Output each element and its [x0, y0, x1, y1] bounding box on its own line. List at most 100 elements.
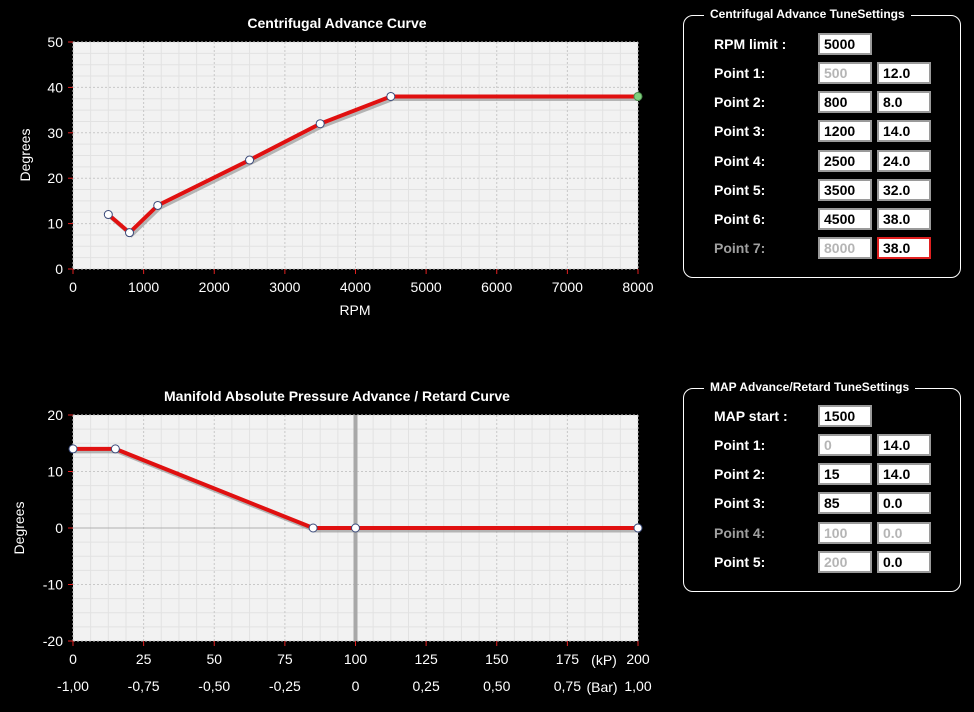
- curve-point-2: [110, 444, 120, 454]
- curve-point-7: [633, 91, 643, 101]
- x-tick-label-bar: -1,00: [57, 678, 89, 694]
- centrifugal-point-2-rpm-input[interactable]: 800: [818, 91, 872, 113]
- centrifugal-point-label: Point 5:: [714, 182, 766, 198]
- x-tick-label: 175: [556, 651, 580, 667]
- map-point-4-kp-input[interactable]: 100: [818, 522, 872, 544]
- y-tick-label: 20: [47, 407, 63, 423]
- x-tick-label-bar: 0: [352, 678, 360, 694]
- centrifugal-point-7-deg-input[interactable]: 38.0: [877, 237, 931, 259]
- rpm-limit-input[interactable]: 5000: [818, 33, 872, 55]
- curve-point-3: [153, 200, 163, 210]
- map-point-label: Point 1:: [714, 437, 766, 453]
- centrifugal-chart-title: Centrifugal Advance Curve: [247, 15, 426, 31]
- map-point-row: Point 1: 0 14.0: [684, 434, 960, 456]
- centrifugal-point-6-deg-input[interactable]: 38.0: [877, 208, 931, 230]
- map-x-ticks-bar: -1,00 -0,75 -0,50 -0,25 0 0,25 0,50 0,75 1,00: [57, 678, 652, 694]
- x-tick-label: 5000: [411, 279, 442, 295]
- map-point-5-deg-input[interactable]: 0.0: [877, 551, 931, 573]
- curve-point-5: [633, 523, 643, 533]
- centrifugal-point-3-deg-input[interactable]: 14.0: [877, 120, 931, 142]
- map-point-5-kp-input[interactable]: 200: [818, 551, 872, 573]
- map-settings-group: MAP Advance/Retard TuneSettings MAP star…: [683, 380, 961, 592]
- centrifugal-point-label: Point 2:: [714, 94, 766, 110]
- y-tick-label: -20: [43, 633, 63, 649]
- x-tick-label: 100: [344, 651, 368, 667]
- x-tick-label: 200: [626, 651, 650, 667]
- map-x-ticks-kp: 0 25 50 75 100 125 150 175 200: [69, 641, 650, 667]
- centrifugal-points: [103, 91, 643, 238]
- centrifugal-grid: [72, 41, 639, 270]
- map-points: [68, 444, 643, 533]
- map-point-label: Point 5:: [714, 554, 766, 570]
- x-tick-label: 7000: [552, 279, 583, 295]
- centrifugal-point-label: Point 7:: [714, 240, 766, 256]
- map-settings-title: MAP Advance/Retard TuneSettings: [704, 380, 916, 394]
- x-tick-label: 8000: [622, 279, 653, 295]
- curve-point-2: [125, 228, 134, 238]
- x-tick-label: 125: [414, 651, 438, 667]
- centrifugal-y-axis-label: Degrees: [17, 129, 33, 182]
- curve-point-1: [68, 444, 78, 454]
- map-chart: Manifold Absolute Pressure Advance / Ret…: [11, 388, 652, 695]
- centrifugal-x-axis-label: RPM: [339, 302, 370, 318]
- x-tick-label: 2000: [199, 279, 230, 295]
- curve-point-3: [308, 523, 318, 533]
- map-point-1-deg-input[interactable]: 14.0: [877, 434, 931, 456]
- rpm-limit-label: RPM limit :: [714, 36, 787, 52]
- y-tick-label: 30: [47, 125, 63, 141]
- map-point-row: Point 5: 200 0.0: [684, 551, 960, 573]
- x-tick-label: 0: [69, 651, 77, 667]
- centrifugal-settings-group: Centrifugal Advance TuneSettings RPM lim…: [683, 7, 961, 278]
- map-point-3-deg-input[interactable]: 0.0: [877, 492, 931, 514]
- map-point-row: Point 4: 100 0.0: [684, 522, 960, 544]
- centrifugal-point-5-deg-input[interactable]: 32.0: [877, 179, 931, 201]
- x-tick-label-bar: -0,50: [198, 678, 230, 694]
- centrifugal-point-6-rpm-input[interactable]: 4500: [818, 208, 872, 230]
- map-y-axis-label: Degrees: [11, 502, 27, 555]
- x-tick-label-bar: 1,00: [624, 678, 651, 694]
- x-tick-label: 25: [136, 651, 152, 667]
- y-tick-label: 10: [47, 216, 63, 232]
- y-tick-label: 40: [47, 79, 63, 95]
- map-point-3-kp-input[interactable]: 85: [818, 492, 872, 514]
- x-tick-label: 1000: [128, 279, 159, 295]
- centrifugal-x-ticks: 0 1000 2000 3000 4000 5000 6000 7000 8000: [69, 269, 654, 295]
- centrifugal-point-2-deg-input[interactable]: 8.0: [877, 91, 931, 113]
- centrifugal-point-1-deg-input[interactable]: 12.0: [877, 62, 931, 84]
- map-y-ticks: -20 -10 0 10 20: [43, 407, 73, 649]
- x-tick-label: 3000: [269, 279, 300, 295]
- map-point-2-deg-input[interactable]: 14.0: [877, 463, 931, 485]
- map-chart-title: Manifold Absolute Pressure Advance / Ret…: [164, 388, 510, 404]
- map-point-label: Point 3:: [714, 495, 766, 511]
- x-tick-label-bar: 0,25: [413, 678, 440, 694]
- centrifugal-point-row: Point 6: 4500 38.0: [684, 208, 960, 230]
- x-tick-label-bar: 0,75: [554, 678, 581, 694]
- centrifugal-point-3-rpm-input[interactable]: 1200: [818, 120, 872, 142]
- map-point-2-kp-input[interactable]: 15: [818, 463, 872, 485]
- centrifugal-point-4-rpm-input[interactable]: 2500: [818, 150, 872, 172]
- y-tick-label: -10: [43, 577, 63, 593]
- x-tick-label-bar: 0,50: [483, 678, 510, 694]
- rpm-limit-row: RPM limit : 5000: [684, 33, 960, 55]
- map-start-input[interactable]: 1500: [818, 405, 872, 427]
- x-tick-label: 50: [206, 651, 222, 667]
- y-tick-label: 20: [47, 170, 63, 186]
- centrifugal-point-row: Point 4: 2500 24.0: [684, 150, 960, 172]
- x-tick-label-bar: -0,75: [128, 678, 160, 694]
- centrifugal-point-5-rpm-input[interactable]: 3500: [818, 179, 872, 201]
- map-point-4-deg-input[interactable]: 0.0: [877, 522, 931, 544]
- y-tick-label: 0: [55, 520, 63, 536]
- curve-point-6: [386, 91, 396, 101]
- centrifugal-point-row: Point 2: 800 8.0: [684, 91, 960, 113]
- x-tick-label: 6000: [481, 279, 512, 295]
- centrifugal-point-row: Point 1: 500 12.0: [684, 62, 960, 84]
- x-tick-label: 4000: [340, 279, 371, 295]
- centrifugal-point-7-rpm-input[interactable]: 8000: [818, 237, 872, 259]
- centrifugal-point-4-deg-input[interactable]: 24.0: [877, 150, 931, 172]
- map-point-row: Point 2: 15 14.0: [684, 463, 960, 485]
- map-point-1-kp-input[interactable]: 0: [818, 434, 872, 456]
- centrifugal-point-1-rpm-input[interactable]: 500: [818, 62, 872, 84]
- x-tick-label: 75: [277, 651, 293, 667]
- centrifugal-chart: Centrifugal Advance Curve 0 10 20 30 40 50 0 1…: [17, 15, 654, 318]
